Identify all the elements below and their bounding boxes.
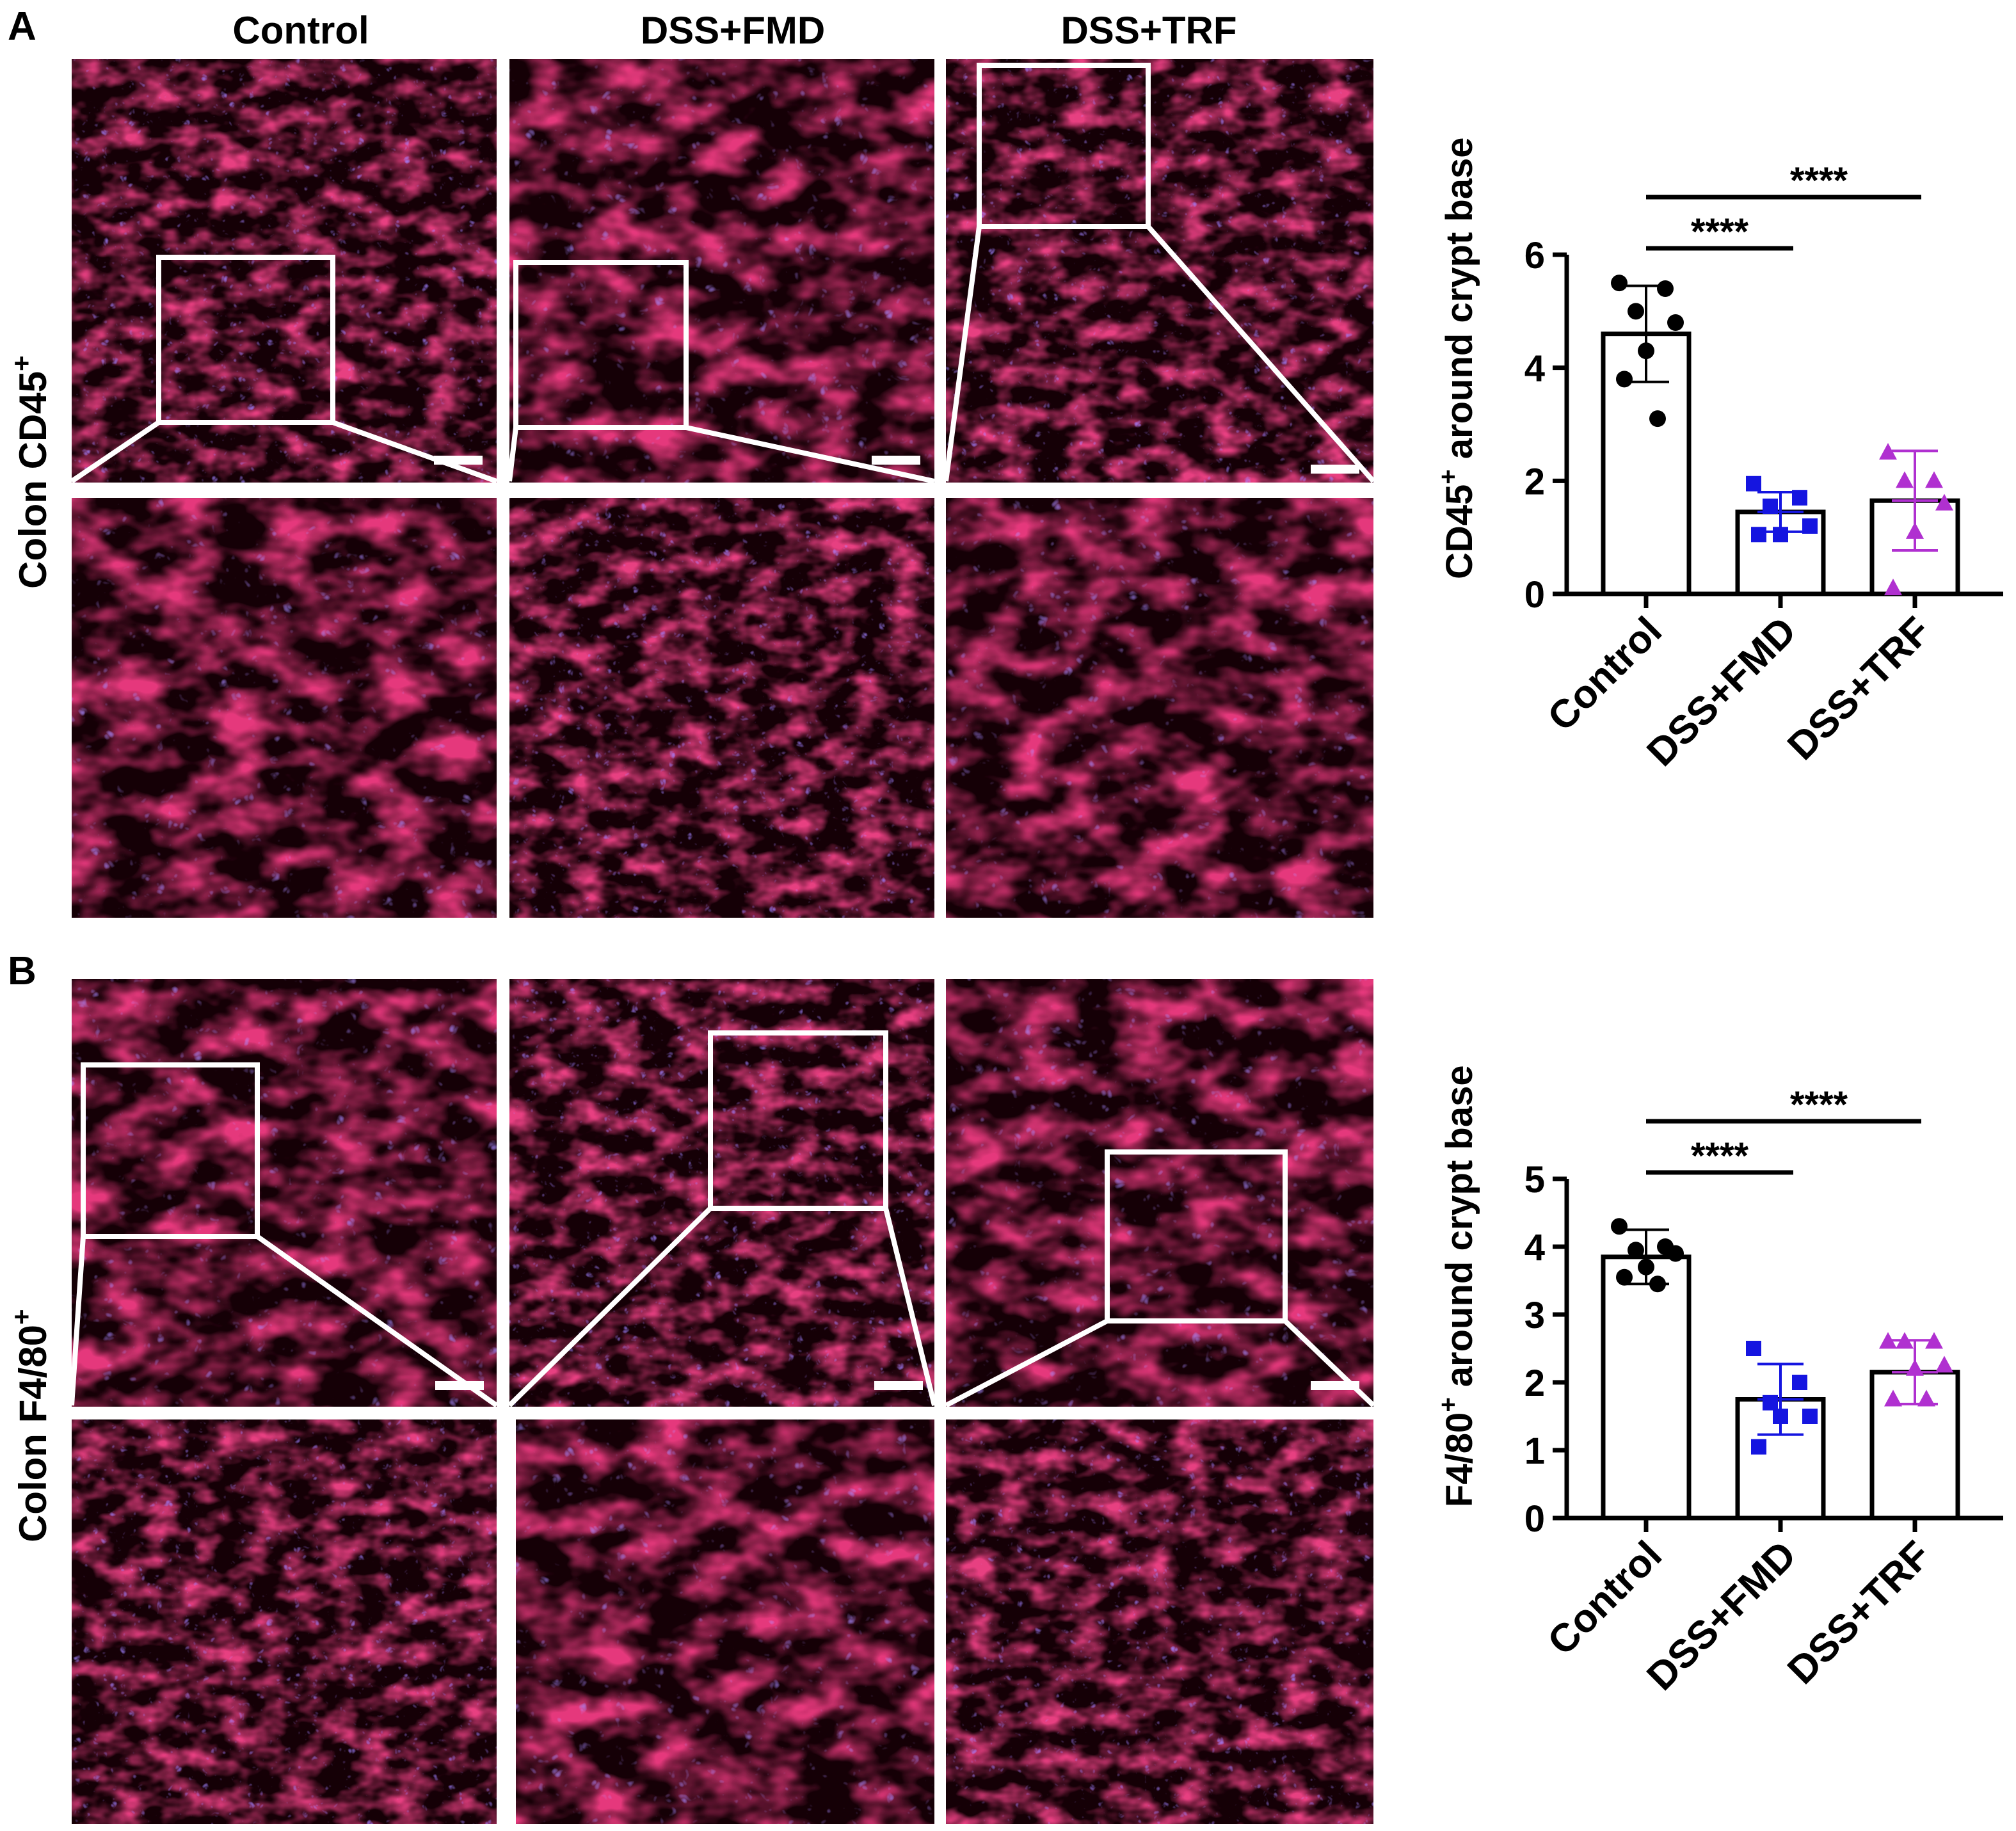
y-tick-label: 0 (1524, 1498, 1545, 1540)
data-point (1906, 522, 1924, 539)
panel-b-micrographs (69, 979, 1375, 1824)
scale-bar (872, 456, 920, 465)
scale-bar (1311, 465, 1359, 474)
panel-letter-b: B (8, 949, 36, 993)
data-point (1879, 443, 1897, 460)
significance-label: **** (1790, 1084, 1848, 1126)
bar-control (1601, 1254, 1692, 1521)
data-point (1649, 410, 1666, 428)
data-point (1792, 1375, 1807, 1390)
micrograph-a-trf-zoom (946, 498, 1373, 918)
data-point (1638, 1258, 1654, 1275)
data-point (1917, 1389, 1935, 1407)
data-point (1896, 471, 1914, 488)
data-point (1925, 1332, 1943, 1349)
micrograph-a-fmd-zoom (509, 498, 934, 918)
micrograph-b-control-overview (69, 979, 499, 1408)
x-tick-label: DSS+TRF (1779, 609, 1939, 769)
data-point (1751, 527, 1766, 543)
data-point (1925, 471, 1943, 488)
micrograph-b-control-zoom (72, 1419, 497, 1824)
data-point (1802, 1409, 1818, 1424)
data-point (1884, 579, 1902, 596)
column-header-control: Control (232, 9, 369, 52)
x-tick-label: DSS+TRF (1779, 1533, 1939, 1693)
data-point (1896, 1332, 1914, 1349)
y-tick-label: 2 (1524, 1363, 1545, 1404)
data-point (1667, 314, 1684, 331)
panel-a-micrographs (70, 59, 1375, 918)
data-point (1667, 1245, 1684, 1262)
y-tick-label: 4 (1524, 1227, 1545, 1268)
data-point (1628, 1242, 1644, 1259)
y-tick-label: 2 (1524, 461, 1545, 502)
y-tick-label: 1 (1524, 1430, 1545, 1472)
panel-letter-a: A (8, 4, 36, 49)
micrograph-b-trf-zoom (946, 1419, 1373, 1824)
significance-label: **** (1691, 1135, 1749, 1177)
inset-box (708, 1030, 888, 1211)
column-header-dss-fmd: DSS+FMD (641, 9, 825, 52)
significance-label: **** (1790, 160, 1848, 202)
data-point (1746, 1341, 1761, 1356)
y-tick-label: 4 (1524, 348, 1545, 390)
inset-box (81, 1062, 260, 1239)
data-point (1773, 1409, 1788, 1424)
data-point (1763, 1395, 1778, 1411)
y-axis-label: F4/80+ around crypt base (1434, 1065, 1480, 1507)
data-point (1657, 280, 1674, 297)
y-axis-label: CD45+ around crypt base (1434, 137, 1480, 579)
data-point (1884, 1389, 1902, 1407)
micrograph-b-trf-overview (945, 979, 1375, 1408)
y-tick-label: 3 (1524, 1295, 1545, 1336)
micrograph-a-trf-overview (943, 59, 1375, 483)
scale-bar (874, 1381, 923, 1390)
data-point (1611, 275, 1628, 292)
x-tick-label: Control (1539, 1533, 1670, 1664)
row-label-colon-f480: Colon F4/80+ (6, 1309, 54, 1542)
scale-bar (434, 456, 483, 465)
bar-chart-f480: 0 1 2 3 4 5 F4/80+ around crypt base Control DSS… (1434, 1065, 2003, 1699)
data-point (1616, 1268, 1633, 1286)
data-point (1935, 1355, 1953, 1373)
y-tick-label: 6 (1524, 235, 1545, 276)
significance-label: **** (1691, 211, 1749, 253)
micrograph-b-fmd-zoom (516, 1419, 934, 1824)
micrograph-a-control-overview (70, 59, 498, 484)
scale-bar (1311, 1381, 1359, 1390)
inset-box (156, 255, 335, 425)
column-header-dss-trf: DSS+TRF (1060, 9, 1236, 52)
inset-box (1105, 1149, 1288, 1323)
data-point (1773, 527, 1788, 543)
scale-bar (435, 1381, 484, 1390)
micrograph-a-fmd-overview (507, 59, 935, 484)
data-point (1763, 499, 1778, 515)
data-point (1751, 1439, 1766, 1455)
data-point (1935, 493, 1953, 511)
data-point (1628, 303, 1644, 320)
data-point (1649, 1275, 1666, 1293)
data-point (1616, 371, 1633, 388)
inset-box (977, 63, 1151, 229)
data-point (1879, 1332, 1897, 1349)
data-point (1906, 1359, 1924, 1376)
micrograph-b-fmd-overview (508, 979, 937, 1407)
data-point (1792, 490, 1807, 506)
row-label-colon-cd45: Colon CD45+ (6, 355, 54, 589)
data-point (1611, 1218, 1628, 1235)
micrograph-a-control-zoom (72, 498, 497, 918)
y-tick-label: 5 (1524, 1159, 1545, 1201)
x-tick-label: Control (1539, 609, 1670, 740)
data-point (1638, 342, 1654, 360)
data-point (1746, 476, 1761, 492)
inset-box (513, 260, 689, 430)
y-tick-label: 0 (1524, 574, 1545, 616)
data-point (1802, 518, 1818, 534)
